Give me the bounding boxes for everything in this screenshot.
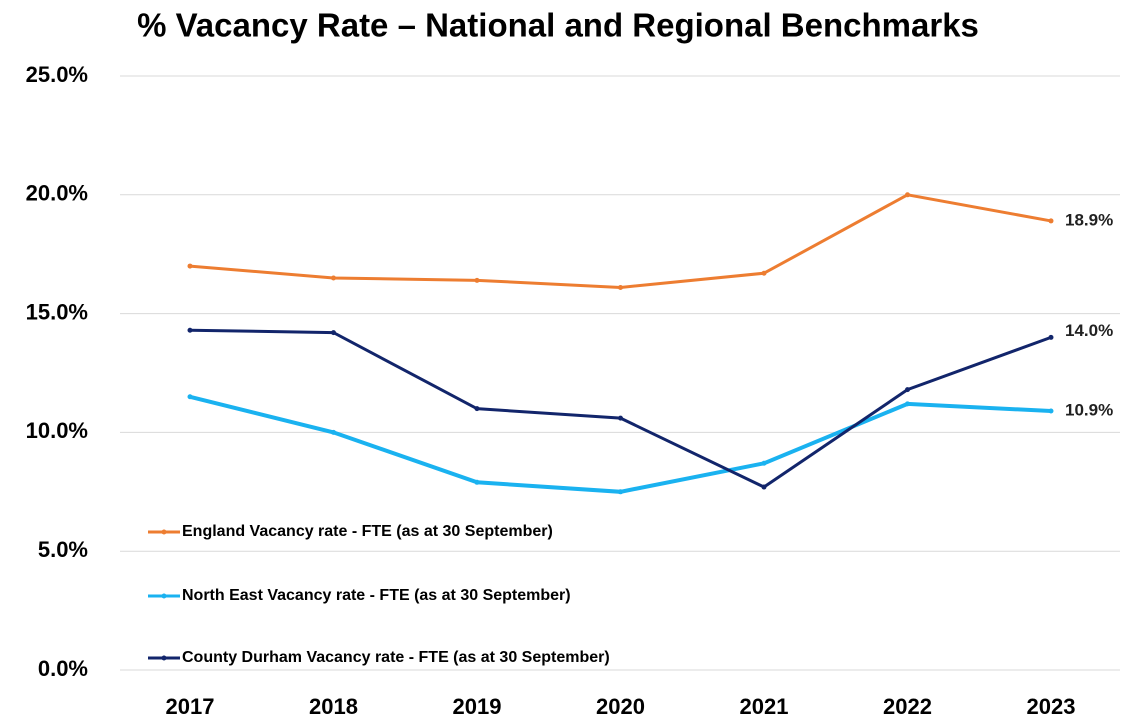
y-tick-label: 5.0% (38, 537, 88, 562)
point (905, 192, 910, 198)
point (1048, 218, 1054, 224)
point (618, 489, 623, 495)
point (331, 275, 336, 281)
x-tick-label: 2022 (883, 694, 932, 719)
series-line (189, 394, 1052, 494)
point (1048, 408, 1054, 414)
y-tick-label: 10.0% (26, 418, 88, 443)
data-label: 18.9% (1065, 210, 1113, 229)
point (187, 327, 193, 333)
x-tick-label: 2023 (1027, 694, 1076, 719)
y-tick-label: 25.0% (26, 62, 88, 87)
x-tick-label: 2020 (596, 694, 645, 719)
point (905, 401, 910, 407)
legend-label: County Durham Vacancy rate - FTE (as at … (182, 649, 610, 666)
point (761, 270, 767, 276)
point (761, 460, 767, 466)
y-tick-label: 15.0% (26, 299, 88, 324)
point (187, 263, 193, 269)
legend-label: North East Vacancy rate - FTE (as at 30 … (182, 587, 571, 604)
point (905, 387, 910, 393)
point (474, 479, 480, 485)
data-label: 14.0% (1065, 321, 1113, 340)
x-tick-label: 2019 (453, 694, 502, 719)
series-line (189, 328, 1052, 489)
y-tick-label: 0.0% (38, 656, 88, 681)
point (331, 429, 336, 435)
point (187, 394, 193, 400)
x-tick-label: 2021 (740, 694, 789, 719)
data-label: 10.9% (1065, 401, 1113, 420)
point (761, 484, 767, 490)
point (474, 406, 480, 412)
chart-title: % Vacancy Rate – National and Regional B… (137, 7, 979, 44)
series-line (189, 193, 1052, 289)
legend-label: England Vacancy rate - FTE (as at 30 Sep… (182, 523, 553, 540)
point (618, 284, 623, 290)
legend-marker (161, 593, 167, 599)
x-tick-label: 2017 (166, 694, 215, 719)
y-tick-label: 20.0% (26, 181, 88, 206)
point (1048, 334, 1054, 340)
legend-marker (161, 655, 167, 661)
x-tick-label: 2018 (309, 694, 358, 719)
legend-marker (161, 529, 167, 535)
point (474, 277, 480, 283)
point (331, 330, 336, 336)
point (618, 415, 623, 421)
